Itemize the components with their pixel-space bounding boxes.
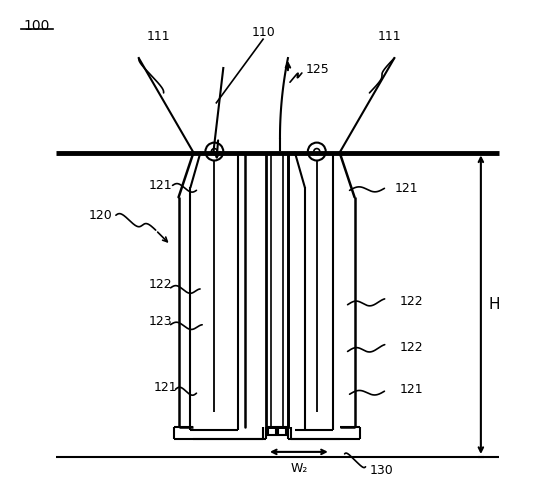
Text: 122: 122 (400, 295, 423, 308)
Text: 122: 122 (149, 278, 173, 291)
Text: 121: 121 (154, 381, 178, 394)
Bar (266, 152, 288, 427)
Text: 111: 111 (147, 30, 170, 43)
Text: 120: 120 (89, 209, 113, 222)
Text: 110: 110 (251, 26, 275, 39)
Bar (268, 427, 276, 435)
Text: 121: 121 (400, 383, 423, 396)
Text: 121: 121 (149, 179, 173, 192)
Text: 121: 121 (395, 182, 418, 195)
Text: H: H (489, 297, 500, 312)
Text: 125: 125 (306, 62, 330, 75)
Text: 100: 100 (23, 19, 50, 33)
Bar (278, 427, 286, 435)
Text: 122: 122 (400, 341, 423, 354)
Text: 130: 130 (370, 464, 393, 477)
Text: 123: 123 (149, 315, 173, 328)
Text: W₂: W₂ (290, 462, 307, 475)
Text: 111: 111 (377, 30, 401, 43)
